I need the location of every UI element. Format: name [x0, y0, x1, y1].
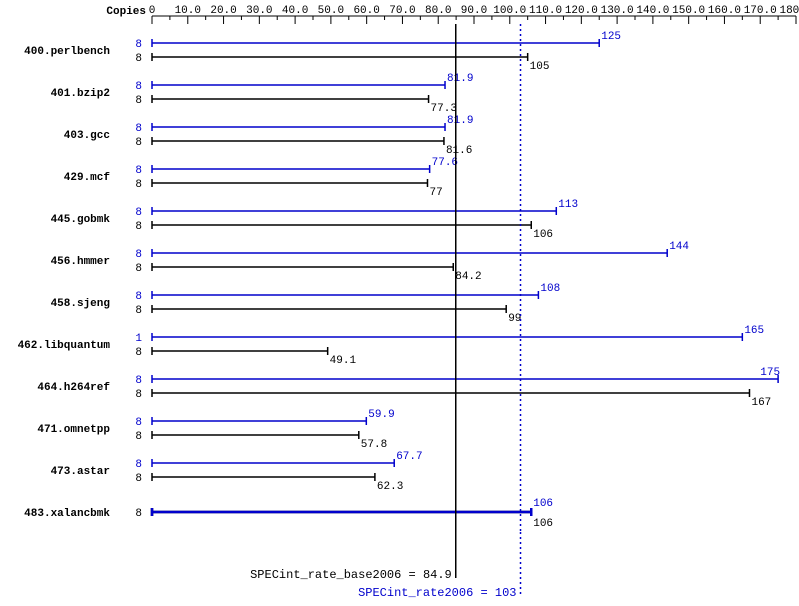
peak-copies-cell: 8: [135, 165, 142, 177]
base-copies-cell: 8: [135, 179, 142, 191]
spec-rate-chart: 0 10.0 20.0 30.0 40.0 50.0 60.0 70.0 80.0 90.0 100…: [0, 0, 799, 606]
x-axis-tick-label: 60.0: [353, 5, 379, 17]
x-axis-tick-label: 70.0: [389, 5, 415, 17]
benchmark-name: 456.hmmer: [51, 256, 110, 268]
peak-copies-cell: 8: [135, 375, 142, 387]
benchmark-name: 462.libquantum: [18, 340, 111, 352]
peak-value-label: 125: [601, 31, 621, 43]
benchmark-row: 445.gobmk 8 8 113 106: [51, 199, 579, 241]
base-value-label: 99: [508, 313, 521, 325]
base-value-label: 106: [533, 518, 553, 530]
peak-value-label: 67.7: [396, 451, 422, 463]
benchmark-name: 483.xalancbmk: [24, 508, 110, 520]
base-value-label: 77: [429, 187, 442, 199]
x-axis-tick-label: 130.0: [601, 5, 634, 17]
x-axis-tick-label: 120.0: [565, 5, 598, 17]
benchmark-row: 456.hmmer 8 8 144 84.2: [51, 241, 690, 283]
base-value-label: 57.8: [361, 439, 387, 451]
base-copies-cell: 8: [135, 389, 142, 401]
peak-copies-cell: 8: [135, 81, 142, 93]
x-axis-tick-label: 150.0: [672, 5, 705, 17]
benchmark-name: 458.sjeng: [51, 298, 110, 310]
x-axis-tick-label: 160.0: [708, 5, 741, 17]
benchmark-name: 429.mcf: [64, 172, 111, 184]
benchmark-row: 400.perlbench 8 8 125 105: [24, 31, 621, 73]
base-score-label: SPECint_rate_base2006 = 84.9: [250, 568, 452, 582]
benchmark-name: 471.omnetpp: [37, 424, 110, 436]
peak-value-label: 113: [558, 199, 578, 211]
peak-copies-cell: 8: [135, 249, 142, 261]
benchmark-row: 462.libquantum 1 8 165 49.1: [18, 325, 765, 367]
benchmark-rows: 400.perlbench88125105401.bzip28881.977.3…: [18, 31, 781, 530]
base-copies-cell: 8: [135, 53, 142, 65]
base-value-label: 77.3: [431, 103, 457, 115]
peak-score-label: SPECint_rate2006 = 103: [358, 586, 516, 600]
peak-copies-cell: 1: [135, 333, 142, 345]
peak-value-label: 106: [533, 498, 553, 510]
peak-copies-cell: 8: [135, 417, 142, 429]
base-value-label: 49.1: [330, 355, 357, 367]
benchmark-name: 464.h264ref: [37, 382, 110, 394]
x-axis-tick-label: 170.0: [744, 5, 777, 17]
benchmark-row: 429.mcf 8 8 77.6 77: [64, 157, 458, 199]
benchmark-name: 403.gcc: [64, 130, 110, 142]
benchmark-row: 403.gcc 8 8 81.9 81.6: [64, 115, 474, 157]
x-axis-tick-label: 50.0: [318, 5, 344, 17]
x-axis-tick-label: 10.0: [175, 5, 201, 17]
peak-copies-cell: 8: [135, 459, 142, 471]
base-copies-cell: 8: [135, 95, 142, 107]
x-axis-tick-label: 180.0: [779, 5, 799, 17]
peak-value-label: 77.6: [432, 157, 458, 169]
x-axis-tick-label: 20.0: [210, 5, 236, 17]
x-axis-tick-label: 40.0: [282, 5, 308, 17]
x-axis: 0 10.0 20.0 30.0 40.0 50.0 60.0 70.0 80.0 90.0 100…: [149, 5, 799, 24]
base-value-label: 105: [530, 61, 550, 73]
benchmark-name: 400.perlbench: [24, 46, 110, 58]
base-value-label: 62.3: [377, 481, 403, 493]
copies-cell: 8: [135, 508, 142, 520]
x-axis-tick-label: 0: [149, 5, 156, 17]
benchmark-row: 473.astar 8 8 67.7 62.3: [51, 451, 423, 493]
x-axis-tick-label: 80.0: [425, 5, 451, 17]
peak-copies-cell: 8: [135, 123, 142, 135]
base-copies-cell: 8: [135, 221, 142, 233]
x-axis-tick-label: 90.0: [461, 5, 487, 17]
base-copies-cell: 8: [135, 431, 142, 443]
benchmark-row: 464.h264ref 8 8 175 167: [37, 367, 780, 409]
base-copies-cell: 8: [135, 473, 142, 485]
peak-value-label: 59.9: [368, 409, 394, 421]
peak-value-label: 165: [744, 325, 764, 337]
peak-value-label: 175: [760, 367, 780, 379]
base-value-label: 81.6: [446, 145, 472, 157]
peak-value-label: 108: [540, 283, 560, 295]
copies-column-header: Copies: [106, 6, 146, 18]
base-copies-cell: 8: [135, 137, 142, 149]
peak-value-label: 81.9: [447, 73, 473, 85]
benchmark-row: 401.bzip2 8 8 81.9 77.3: [51, 73, 474, 115]
peak-copies-cell: 8: [135, 291, 142, 303]
base-copies-cell: 8: [135, 305, 142, 317]
base-copies-cell: 8: [135, 263, 142, 275]
benchmark-name: 473.astar: [51, 466, 110, 478]
benchmark-name: 445.gobmk: [51, 214, 111, 226]
benchmark-row: 471.omnetpp 8 8 59.9 57.8: [37, 409, 394, 451]
reference-lines: [456, 24, 521, 596]
x-axis-tick-label: 30.0: [246, 5, 272, 17]
x-axis-tick-label: 110.0: [529, 5, 562, 17]
base-value-label: 84.2: [455, 271, 481, 283]
benchmark-row: 483.xalancbmk 8 106 106: [24, 498, 553, 530]
peak-value-label: 144: [669, 241, 689, 253]
base-value-label: 106: [533, 229, 553, 241]
peak-copies-cell: 8: [135, 39, 142, 51]
peak-copies-cell: 8: [135, 207, 142, 219]
peak-value-label: 81.9: [447, 115, 473, 127]
x-axis-tick-label: 140.0: [636, 5, 669, 17]
benchmark-name: 401.bzip2: [51, 88, 110, 100]
base-copies-cell: 8: [135, 347, 142, 359]
base-value-label: 167: [751, 397, 771, 409]
x-axis-tick-label: 100.0: [493, 5, 526, 17]
benchmark-row: 458.sjeng 8 8 108 99: [51, 283, 561, 325]
